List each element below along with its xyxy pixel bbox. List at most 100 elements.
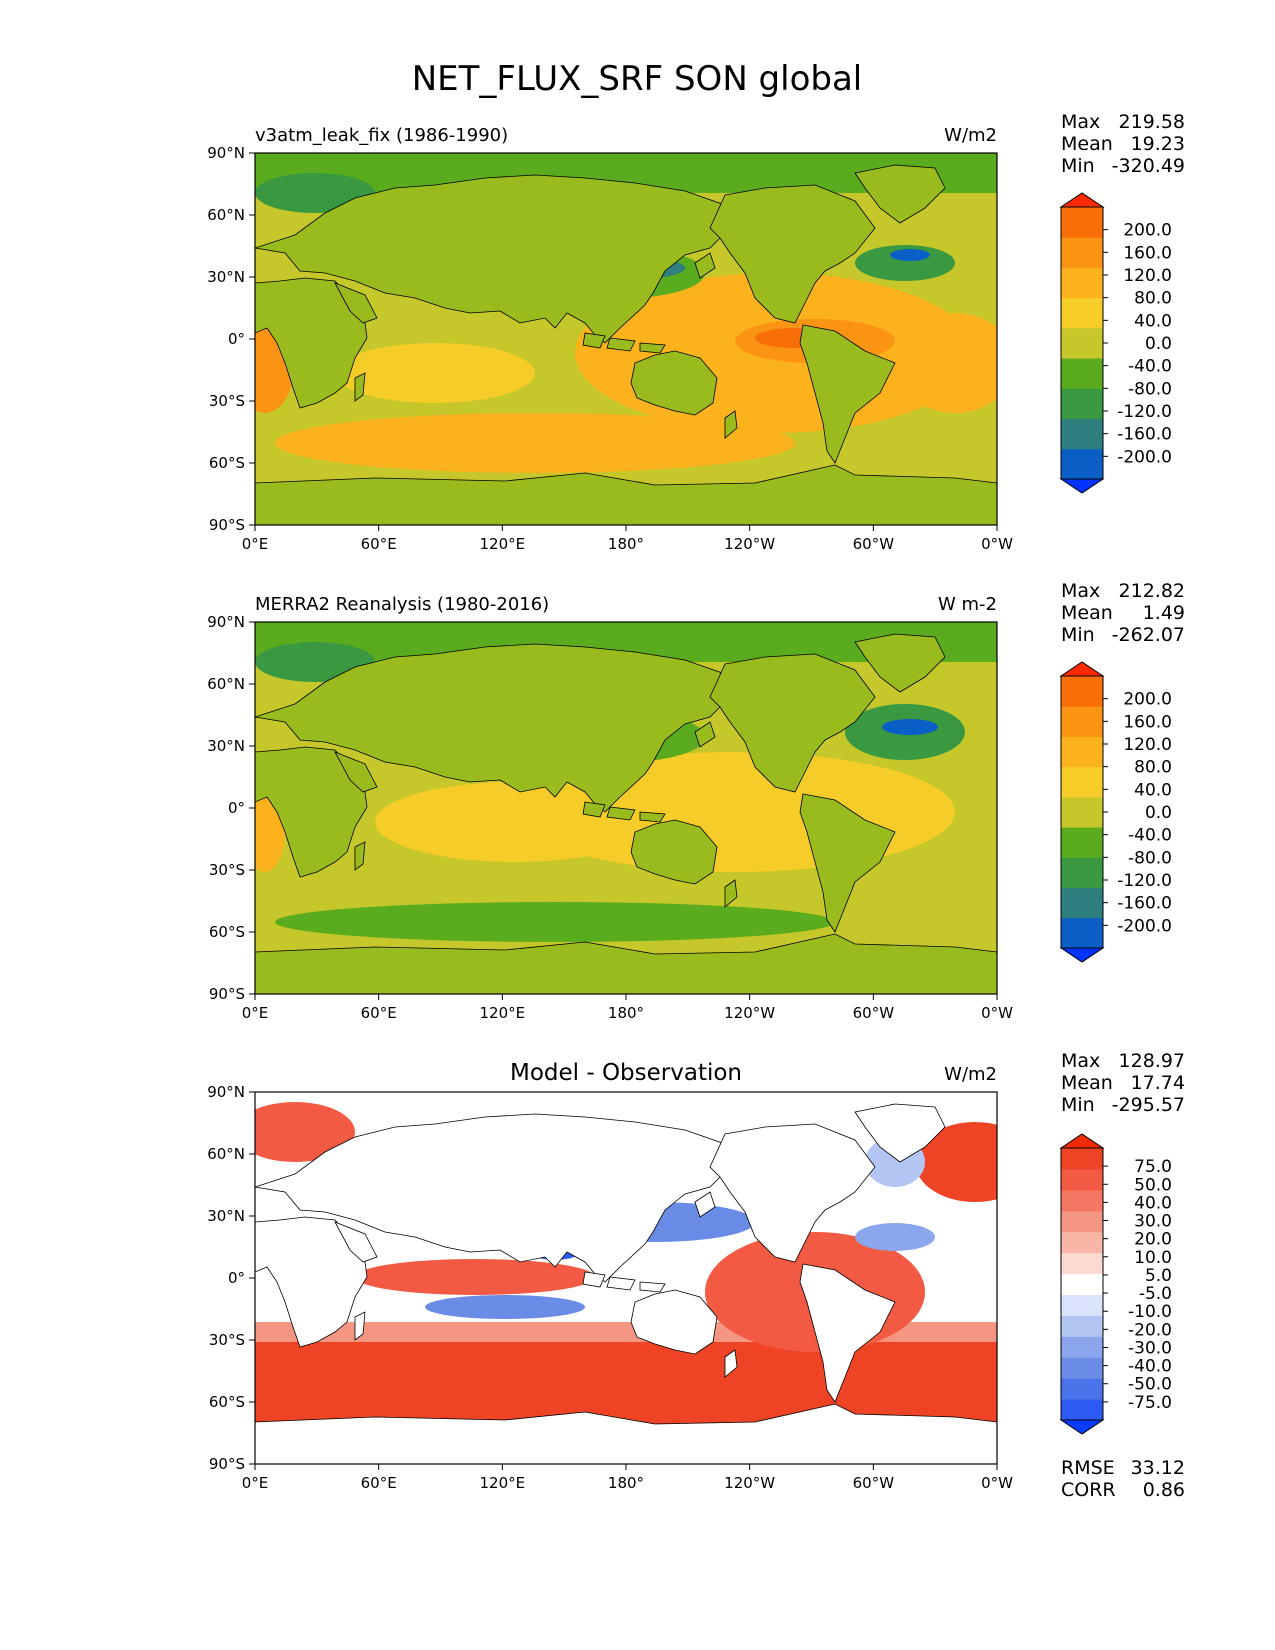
colorbar-label: 50.0 xyxy=(1134,1175,1172,1195)
colorbar-segment xyxy=(1061,1336,1103,1358)
lat-tick-label: 90°N xyxy=(207,144,245,162)
colorbar-segment xyxy=(1061,706,1103,737)
colorbar-extend-max xyxy=(1059,661,1105,677)
colorbar-segment xyxy=(1061,1399,1103,1421)
lat-tick-label: 30°N xyxy=(207,737,245,755)
lon-tick-label: 0°E xyxy=(242,1004,269,1022)
stat-name: Min xyxy=(1061,155,1095,177)
colorbar-extend-min xyxy=(1059,1419,1105,1435)
lon-tick-label: 60°E xyxy=(361,1004,397,1022)
stat-name: Mean xyxy=(1061,1072,1113,1094)
lon-tick-label: 120°W xyxy=(724,535,775,553)
colorbar-segment xyxy=(1061,736,1103,768)
colorbar-label: -80.0 xyxy=(1128,848,1172,868)
panel-units: W/m2 xyxy=(944,1064,997,1085)
stat-name: Min xyxy=(1061,1094,1095,1116)
metric-name: CORR xyxy=(1061,1479,1116,1501)
colorbar-label: -20.0 xyxy=(1128,1320,1172,1340)
colorbar-label: 160.0 xyxy=(1123,243,1172,263)
colorbar-label: -40.0 xyxy=(1128,826,1172,846)
lat-tick-label: 90°S xyxy=(209,985,245,1003)
colorbar-segment xyxy=(1061,676,1103,707)
colorbar-segment xyxy=(1061,297,1103,329)
stat-value: -320.49 xyxy=(1112,155,1185,177)
lon-tick-label: 0°W xyxy=(981,535,1013,553)
map-field xyxy=(255,1092,997,1464)
lat-tick-label: 60°S xyxy=(209,1393,245,1411)
lon-tick-label: 120°W xyxy=(724,1474,775,1492)
lon-tick-label: 0°E xyxy=(242,535,269,553)
map-field xyxy=(255,622,997,994)
colorbar-label: 10.0 xyxy=(1134,1248,1172,1268)
lat-tick-label: 30°N xyxy=(207,1207,245,1225)
colorbar-segment xyxy=(1061,1378,1103,1400)
lat-tick-label: 60°N xyxy=(207,675,245,693)
colorbar-segment xyxy=(1061,1231,1103,1254)
colorbar-label: -75.0 xyxy=(1128,1393,1172,1413)
colorbar-segment xyxy=(1061,917,1103,949)
colorbar-segment xyxy=(1061,766,1103,798)
colorbar-label: 120.0 xyxy=(1123,735,1172,755)
colorbar-label: 40.0 xyxy=(1134,1193,1172,1213)
colorbar-label: 160.0 xyxy=(1123,712,1172,732)
lon-tick-label: 60°E xyxy=(361,1474,397,1492)
colorbar-segment xyxy=(1061,796,1103,828)
stat-value: 212.82 xyxy=(1119,580,1185,602)
colorbar-segment xyxy=(1061,448,1103,480)
colorbar-segment xyxy=(1061,857,1103,889)
panel-label: v3atm_leak_fix (1986-1990) xyxy=(255,125,508,146)
lon-tick-label: 60°W xyxy=(853,1474,895,1492)
colorbar-segment xyxy=(1061,327,1103,359)
lat-tick-label: 0° xyxy=(228,1269,245,1287)
metric-value: 0.86 xyxy=(1143,1479,1185,1501)
panel-units: W/m2 xyxy=(944,125,997,146)
colorbar-label: -200.0 xyxy=(1117,916,1172,936)
stat-name: Mean xyxy=(1061,602,1113,624)
colorbar-segment xyxy=(1061,1148,1103,1170)
lat-tick-label: 0° xyxy=(228,330,245,348)
colorbar-segment xyxy=(1061,1210,1103,1233)
colorbar-extend-min xyxy=(1059,478,1105,494)
lat-tick-label: 60°N xyxy=(207,206,245,224)
colorbar-segment xyxy=(1061,887,1103,919)
colorbar-label: -50.0 xyxy=(1128,1375,1172,1395)
colorbar-segment xyxy=(1061,418,1103,450)
colorbar-label: 200.0 xyxy=(1123,221,1172,241)
colorbar-label: 40.0 xyxy=(1134,780,1172,800)
lat-tick-label: 90°S xyxy=(209,1455,245,1473)
colorbar-segment xyxy=(1061,237,1103,268)
lon-tick-label: 180° xyxy=(608,1474,644,1492)
metric-name: RMSE xyxy=(1061,1457,1115,1479)
lon-tick-label: 60°W xyxy=(853,535,895,553)
colorbar-extend-max xyxy=(1059,1133,1105,1149)
lon-tick-label: 0°E xyxy=(242,1474,269,1492)
panel-center-title: Model - Observation xyxy=(510,1060,742,1086)
colorbar-label: 20.0 xyxy=(1134,1230,1172,1250)
lat-tick-label: 60°N xyxy=(207,1145,245,1163)
colorbar-label: -160.0 xyxy=(1117,894,1172,914)
lon-tick-label: 120°E xyxy=(480,1004,526,1022)
colorbar-label: 80.0 xyxy=(1134,758,1172,778)
map-panel-1: 90°N 60°N 30°N 0° 30°S 60°S 90°S0°E 60°E 120°E 18… xyxy=(207,125,1013,553)
colorbar-segment xyxy=(1061,1357,1103,1379)
stat-value: 128.97 xyxy=(1119,1050,1185,1072)
lon-tick-label: 120°E xyxy=(480,535,526,553)
map-panel-3: 90°N 60°N 30°N 0° 30°S 60°S 90°S0°E 60°E 120°E 18… xyxy=(207,1060,1013,1492)
lon-tick-label: 0°W xyxy=(981,1474,1013,1492)
lon-tick-label: 0°W xyxy=(981,1004,1013,1022)
stat-name: Max xyxy=(1061,580,1100,602)
colorbar-label: 0.0 xyxy=(1145,803,1172,823)
lat-tick-label: 30°S xyxy=(209,861,245,879)
stat-value: 1.49 xyxy=(1143,602,1185,624)
colorbar-label: -160.0 xyxy=(1117,425,1172,445)
map-field xyxy=(255,153,997,525)
stat-value: -262.07 xyxy=(1112,624,1185,646)
colorbar-label: -5.0 xyxy=(1139,1284,1172,1304)
colorbar-segment xyxy=(1061,1252,1103,1275)
stat-name: Max xyxy=(1061,111,1100,133)
colorbar-extend-min xyxy=(1059,947,1105,963)
colorbar-segment xyxy=(1061,207,1103,238)
colorbar-segment xyxy=(1061,1315,1103,1337)
colorbar-label: 5.0 xyxy=(1145,1266,1172,1286)
